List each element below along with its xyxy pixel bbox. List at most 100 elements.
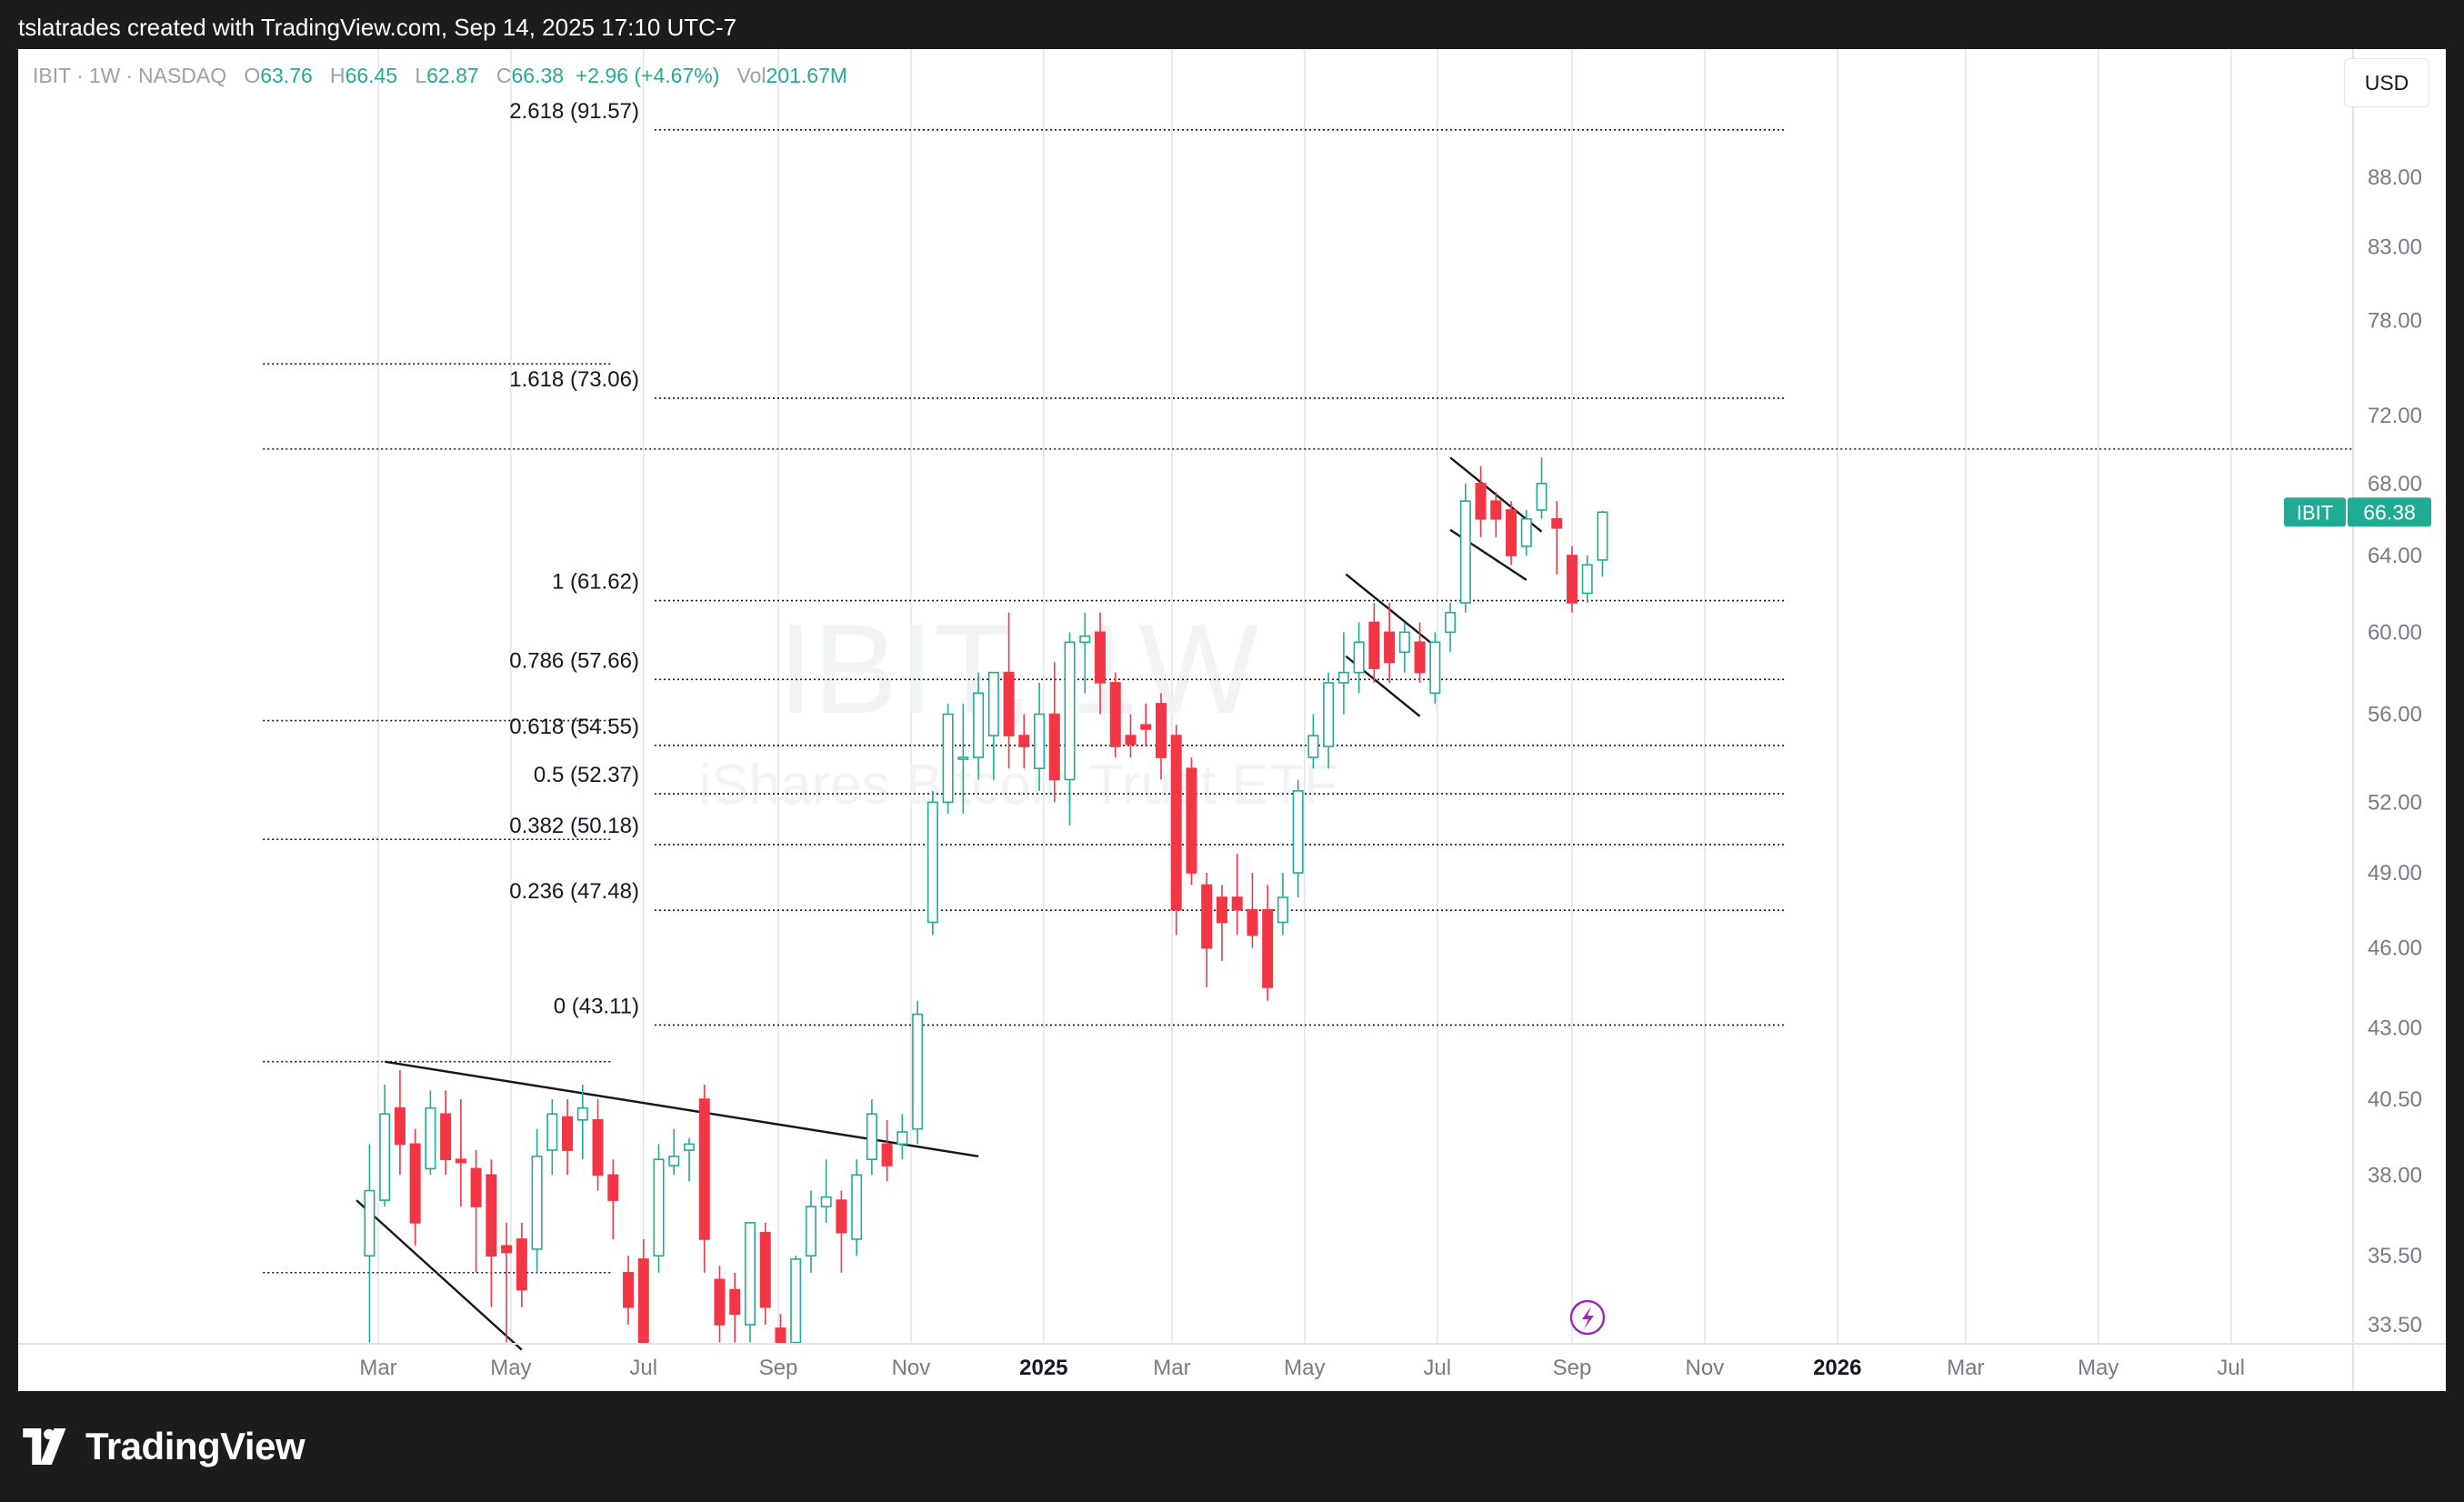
candle-up[interactable] [653, 1144, 665, 1273]
candle-up[interactable] [1353, 622, 1365, 694]
legend-exchange: NASDAQ [138, 64, 227, 87]
candle-down[interactable] [1475, 466, 1487, 537]
candle-up[interactable] [684, 1137, 696, 1182]
time-axis-label: 2025 [1019, 1356, 1067, 1380]
candle-down[interactable] [1384, 603, 1396, 683]
candle-up[interactable] [1337, 632, 1349, 715]
candle-down[interactable] [1414, 622, 1426, 683]
trendline[interactable] [356, 1199, 523, 1351]
candle-down[interactable] [1018, 714, 1030, 769]
candle-down[interactable] [637, 1238, 649, 1361]
candle-body [1475, 482, 1487, 520]
ohlc-legend[interactable]: IBIT · 1W · NASDAQ O63.76 H66.45 L62.87 C66.… [33, 64, 848, 87]
candle-down[interactable] [501, 1222, 513, 1343]
candle-down[interactable] [623, 1256, 635, 1325]
candle-down[interactable] [1231, 853, 1243, 936]
candle-down[interactable] [759, 1222, 771, 1325]
candle-up[interactable] [987, 671, 999, 780]
candle-down[interactable] [409, 1128, 421, 1247]
candle-down[interactable] [775, 1314, 786, 1360]
tradingview-brand[interactable]: TradingView [85, 1425, 305, 1467]
candle-down[interactable] [1095, 612, 1107, 715]
candle-body [592, 1118, 604, 1177]
candle-down[interactable] [1155, 693, 1167, 780]
candle-down[interactable] [516, 1222, 527, 1307]
candle-up[interactable] [942, 703, 954, 814]
candle-up[interactable] [1536, 457, 1548, 519]
chart-area[interactable]: IBIT, 1W iShares Bitcoin Trust ETF 3.618… [18, 49, 2446, 1391]
candle-down[interactable] [1003, 612, 1015, 769]
candle-down[interactable] [1170, 725, 1182, 936]
candle-down[interactable] [729, 1272, 741, 1343]
candle-up[interactable] [820, 1159, 832, 1223]
candle-up[interactable] [805, 1190, 816, 1273]
candle-up[interactable] [927, 790, 938, 936]
candle-up[interactable] [1459, 483, 1471, 613]
candle-up[interactable] [1597, 510, 1608, 577]
candle-up[interactable] [790, 1256, 802, 1344]
candle-down[interactable] [486, 1159, 497, 1307]
candle-up[interactable] [1307, 714, 1319, 769]
candle-down[interactable] [394, 1070, 406, 1176]
candle-up[interactable] [576, 1084, 588, 1160]
candle-up[interactable] [668, 1128, 680, 1176]
candle-down[interactable] [1186, 757, 1197, 886]
candle-up[interactable] [1064, 632, 1076, 826]
candle-down[interactable] [1567, 546, 1578, 613]
candle-up[interactable] [1292, 779, 1304, 897]
candle-up[interactable] [1520, 509, 1532, 556]
candle-up[interactable] [866, 1099, 877, 1176]
candle-up[interactable] [1079, 612, 1091, 694]
candle-down[interactable] [1551, 501, 1563, 575]
candle-down[interactable] [1109, 672, 1121, 758]
candle-down[interactable] [1490, 492, 1502, 537]
candle-down[interactable] [592, 1099, 604, 1191]
candle-up[interactable] [531, 1128, 543, 1273]
candle-body [1048, 713, 1060, 781]
candle-up[interactable] [744, 1222, 756, 1343]
tradingview-logo-icon[interactable] [18, 1428, 75, 1465]
candle-up[interactable] [425, 1090, 436, 1176]
trendline[interactable] [384, 1060, 979, 1157]
last-price-tag[interactable]: IBIT 66.38 [2284, 497, 2431, 527]
candle-down[interactable] [1201, 873, 1213, 987]
candle-down[interactable] [470, 1150, 482, 1273]
candle-down[interactable] [562, 1099, 574, 1176]
candle-down[interactable] [1247, 873, 1258, 948]
candle-up[interactable] [851, 1159, 863, 1257]
candle-body [1323, 682, 1335, 747]
candle-down[interactable] [455, 1099, 466, 1207]
candle-up[interactable] [1323, 672, 1335, 769]
candle-down[interactable] [881, 1119, 893, 1182]
candle-up[interactable] [896, 1114, 908, 1160]
candle-down[interactable] [714, 1266, 726, 1343]
candle-down[interactable] [1140, 703, 1152, 746]
candle-down[interactable] [1262, 885, 1274, 1001]
candle-down[interactable] [1506, 501, 1517, 566]
candle-down[interactable] [1216, 885, 1227, 961]
candle-up[interactable] [1398, 622, 1410, 673]
currency-button[interactable]: USD [2344, 58, 2429, 107]
chart-canvas[interactable]: IBIT, 1W iShares Bitcoin Trust ETF 3.618… [18, 49, 2446, 1391]
candle-down[interactable] [1048, 662, 1060, 803]
candle-up[interactable] [1277, 873, 1288, 936]
candle-up[interactable] [1034, 682, 1046, 791]
candle-down[interactable] [1125, 714, 1137, 758]
candle-up[interactable] [546, 1099, 558, 1176]
candle-body [364, 1189, 376, 1257]
candle-up[interactable] [1581, 555, 1593, 604]
candle-up[interactable] [1445, 603, 1457, 653]
candle-up[interactable] [957, 703, 969, 814]
candle-down[interactable] [698, 1084, 710, 1273]
candle-down[interactable] [1368, 603, 1380, 683]
candle-up[interactable] [379, 1084, 391, 1207]
candle-down[interactable] [440, 1090, 452, 1176]
candle-down[interactable] [607, 1159, 619, 1239]
event-marker-icon[interactable] [1569, 1299, 1606, 1336]
candle-up[interactable] [912, 1000, 924, 1145]
candle-down[interactable] [836, 1190, 847, 1273]
candle-up[interactable] [364, 1144, 376, 1343]
candle-up[interactable] [1429, 632, 1441, 704]
candle-up[interactable] [973, 672, 985, 780]
fib-level-label: 0.618 (54.55) [509, 715, 639, 739]
